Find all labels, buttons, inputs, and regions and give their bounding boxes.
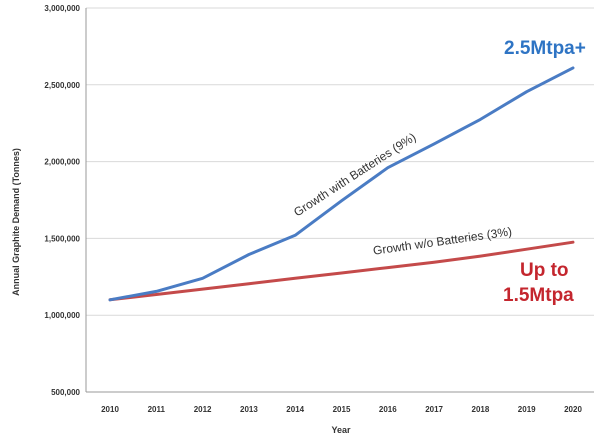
callout-up-to: Up to bbox=[520, 260, 569, 281]
series-line-without-batteries bbox=[108, 240, 575, 302]
series-label-without-batteries: Growth w/o Batteries (3%) bbox=[372, 224, 513, 257]
x-tick-label: 2018 bbox=[472, 405, 490, 414]
x-tick-label: 2016 bbox=[379, 405, 397, 414]
series-lines bbox=[108, 66, 575, 302]
x-axis-title: Year bbox=[331, 425, 351, 435]
x-tick-labels: 2010 2011 2012 2013 2014 2015 2016 2017 2018 2019… bbox=[101, 405, 582, 414]
y-tick-label: 1,000,000 bbox=[44, 311, 80, 320]
x-tick-label: 2015 bbox=[333, 405, 351, 414]
y-tick-label: 3,000,000 bbox=[44, 4, 80, 13]
y-tick-label: 2,000,000 bbox=[44, 158, 80, 167]
x-tick-label: 2013 bbox=[240, 405, 258, 414]
callout-2-5mtpa: 2.5Mtpa+ bbox=[504, 38, 586, 59]
y-tick-label: 500,000 bbox=[51, 388, 80, 397]
x-tick-label: 2010 bbox=[101, 405, 119, 414]
x-tick-label: 2019 bbox=[518, 405, 536, 414]
y-tick-labels: 500,000 1,000,000 1,500,000 2,000,000 2,500,… bbox=[44, 4, 80, 397]
x-tick-label: 2020 bbox=[564, 405, 582, 414]
x-tick-label: 2012 bbox=[194, 405, 212, 414]
x-tick-label: 2014 bbox=[286, 405, 304, 414]
x-tick-label: 2017 bbox=[425, 405, 443, 414]
series-line-with-batteries bbox=[108, 66, 575, 302]
callout-1-5mtpa: 1.5Mtpa bbox=[503, 285, 574, 306]
series-label-with-batteries: Growth with Batteries (9%) bbox=[291, 130, 418, 219]
y-tick-label: 2,500,000 bbox=[44, 81, 80, 90]
x-tick-label: 2011 bbox=[148, 405, 166, 414]
y-tick-label: 1,500,000 bbox=[44, 234, 80, 243]
gridlines bbox=[86, 7, 594, 316]
y-axis-title: Annual Graphite Demand (Tonnes) bbox=[11, 148, 21, 296]
